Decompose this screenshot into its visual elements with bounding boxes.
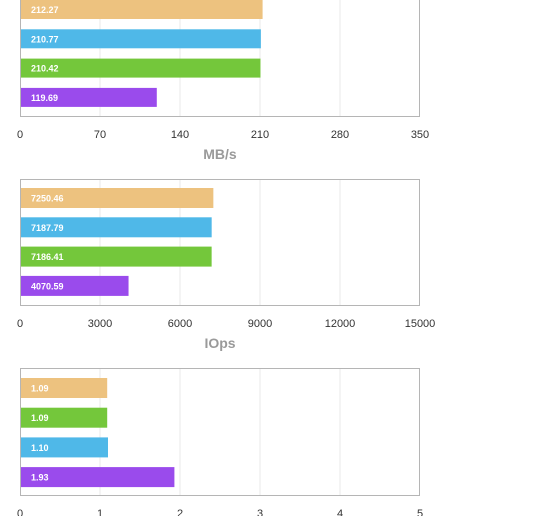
bar-value-label: 119.69	[31, 93, 58, 103]
x-tick-label: 6000	[168, 318, 192, 330]
x-tick-label: 2	[177, 508, 183, 516]
x-tick-label: 350	[411, 129, 429, 141]
bar-value-label: 4070.59	[31, 281, 64, 291]
x-tick-label: 5	[417, 508, 423, 516]
plot-frame	[20, 179, 420, 306]
chart-3: 1.09 1.09 1.10 1.93 0 1 2 3 4 5	[17, 368, 423, 516]
bar	[21, 378, 108, 398]
bar-value-label: 210.42	[31, 64, 59, 74]
bar	[21, 87, 157, 107]
x-tick-label: 0	[17, 129, 23, 141]
bar-value-label: 1.93	[31, 473, 49, 483]
x-tick-label: 12000	[325, 318, 356, 330]
x-tick-label: 4	[337, 508, 343, 516]
bar-value-label: 1.09	[31, 384, 49, 394]
bar	[21, 437, 108, 458]
bar	[21, 188, 214, 208]
x-tick-label: 280	[331, 129, 349, 141]
bar-value-label: 212.27	[31, 5, 59, 15]
bar-value-label: 1.09	[31, 413, 49, 423]
plot-frame	[20, 368, 420, 496]
bar-value-label: 1.10	[31, 443, 49, 453]
bar	[21, 29, 261, 49]
chart-1: 212.27 210.77 210.42 119.69 0 70 140 210 280 350 M…	[17, 0, 429, 162]
x-tick-label: 3000	[88, 318, 112, 330]
x-tick-label: 0	[17, 318, 23, 330]
x-tick-label: 1	[97, 508, 103, 516]
bar	[21, 58, 261, 78]
x-tick-label: 70	[94, 129, 106, 141]
chart-2: 7250.46 7187.79 7186.41 4070.59 0 3000 6000 900…	[17, 179, 435, 351]
x-tick-label: 210	[251, 129, 269, 141]
bar	[21, 467, 175, 488]
x-tick-label: 140	[171, 129, 189, 141]
bar-value-label: 210.77	[31, 34, 59, 44]
bar	[21, 217, 212, 238]
x-tick-label: 3	[257, 508, 263, 516]
x-tick-label: 15000	[405, 318, 436, 330]
bar	[21, 0, 263, 19]
bar	[21, 246, 212, 267]
bar	[21, 407, 108, 428]
plot-frame	[20, 0, 420, 117]
bar-value-label: 7250.46	[31, 194, 64, 204]
x-axis-unit-label: MB/s	[203, 146, 237, 162]
x-axis-unit-label: IOps	[204, 335, 235, 351]
x-tick-label: 9000	[248, 318, 272, 330]
x-tick-label: 0	[17, 508, 23, 516]
bar	[21, 275, 129, 296]
bar-value-label: 7187.79	[31, 223, 64, 233]
bar-value-label: 7186.41	[31, 252, 64, 262]
